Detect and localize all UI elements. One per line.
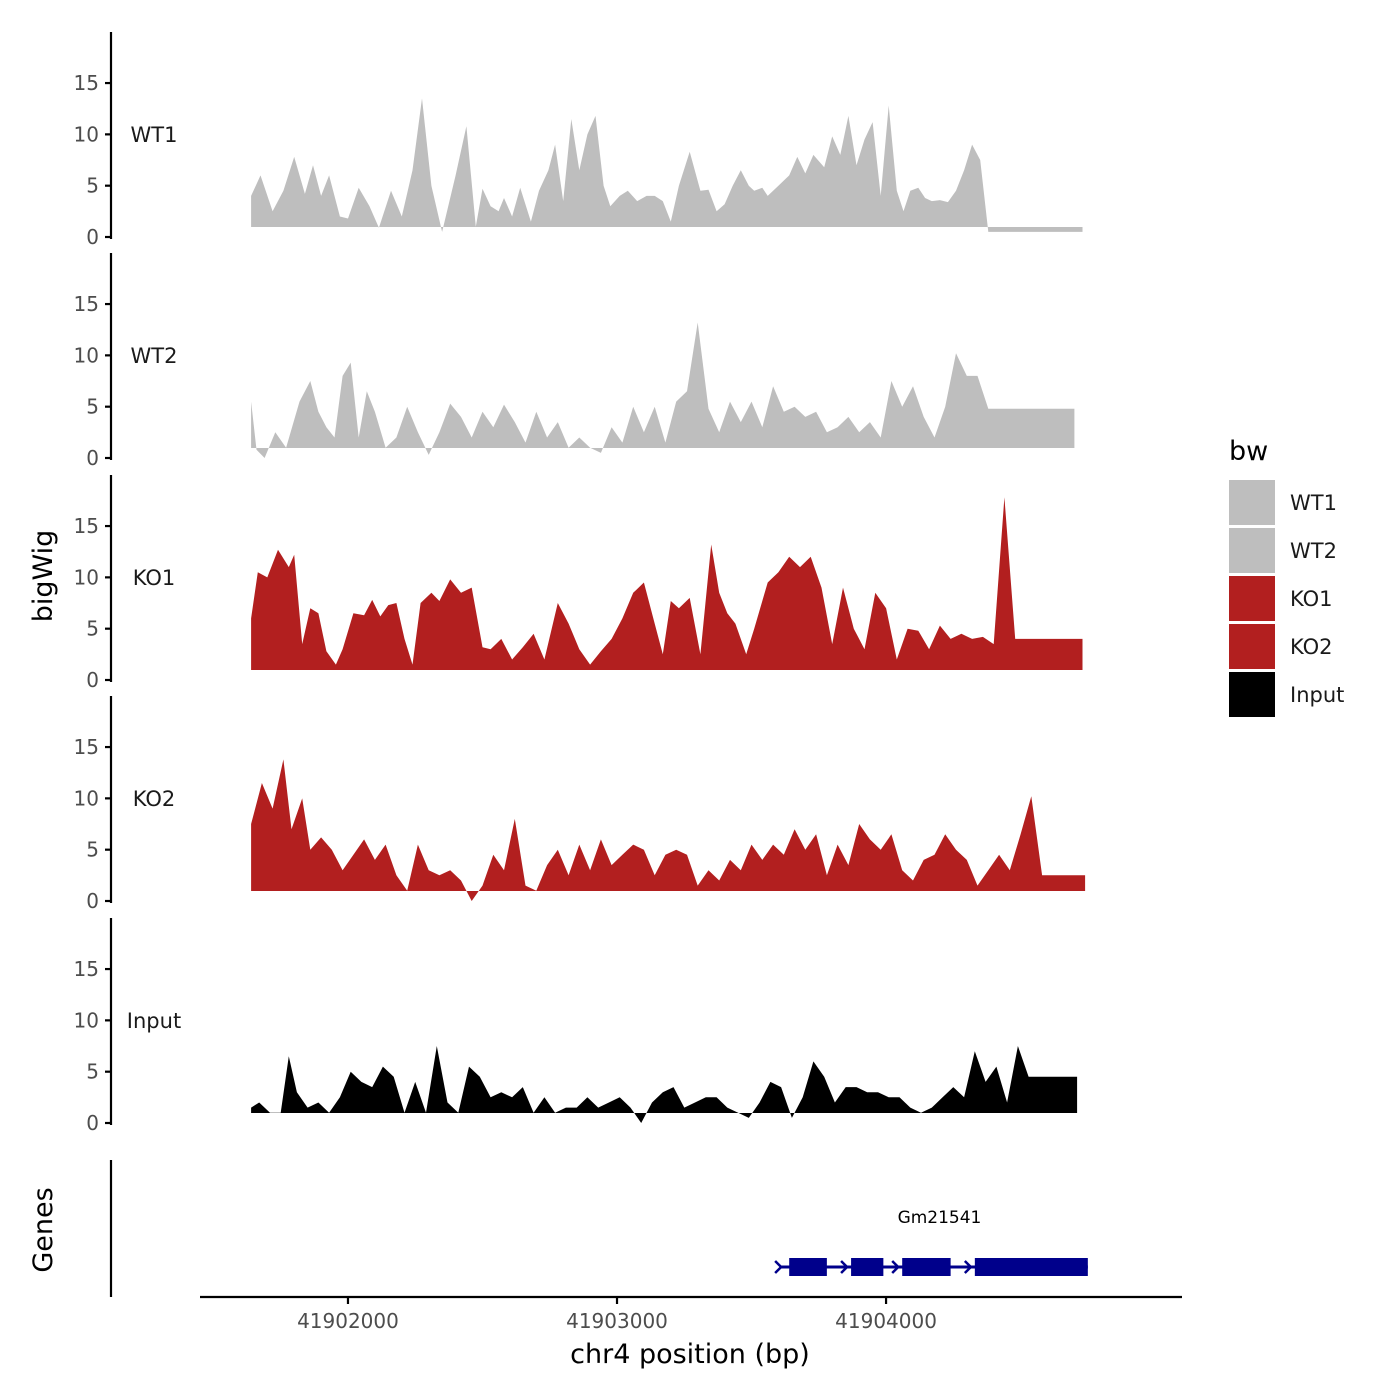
track-area-input xyxy=(251,1046,1078,1123)
y-tick-label: 5 xyxy=(86,174,99,198)
y-tick-label: 15 xyxy=(74,514,99,538)
track-area-wt2 xyxy=(251,322,1075,458)
x-tick-label: 41902000 xyxy=(297,1309,399,1333)
y-tick-label: 10 xyxy=(74,343,99,367)
track-label: WT1 xyxy=(131,123,178,147)
legend-label: WT2 xyxy=(1290,539,1337,563)
y-tick-label: 5 xyxy=(86,617,99,641)
strand-arrow-icon xyxy=(963,1260,973,1274)
track-area-ko1 xyxy=(251,497,1083,670)
legend-key-ko2 xyxy=(1229,624,1275,669)
y-tick-label: 15 xyxy=(74,71,99,95)
genes-axis-title: Genes xyxy=(28,1187,59,1272)
y-tick-label: 10 xyxy=(74,1008,99,1032)
track-label: Input xyxy=(127,1009,181,1033)
legend-key-ko1 xyxy=(1229,576,1275,621)
track-area-wt1 xyxy=(251,98,1083,232)
gene-exon xyxy=(789,1258,827,1276)
y-tick-label: 0 xyxy=(86,889,99,913)
legend-label: KO2 xyxy=(1290,635,1333,659)
gene-exon xyxy=(902,1258,951,1276)
y-tick-label: 10 xyxy=(74,786,99,810)
x-axis: 41902000 41903000 41904000 xyxy=(200,1295,1182,1333)
track-label: KO1 xyxy=(133,566,176,590)
y-tick-label: 5 xyxy=(86,838,99,862)
gene-gm21541: Gm21541 xyxy=(774,1208,1088,1276)
y-tick-label: 5 xyxy=(86,1060,99,1084)
track-ko2: 0 5 10 15 KO2 xyxy=(74,696,1086,913)
track-input: 0 5 10 15 Input xyxy=(74,918,1078,1135)
y-tick-label: 10 xyxy=(74,565,99,589)
gene-exon xyxy=(974,1258,1088,1276)
y-tick-label: 15 xyxy=(74,292,99,316)
legend-label: Input xyxy=(1290,683,1344,707)
y-tick-label: 10 xyxy=(74,122,99,146)
track-wt1: 0 5 10 15 WT1 xyxy=(74,32,1083,249)
x-tick-label: 41904000 xyxy=(835,1309,937,1333)
track-wt2: 0 5 10 15 WT2 xyxy=(74,253,1075,470)
y-tick-label: 15 xyxy=(74,735,99,759)
gene-exon xyxy=(851,1258,884,1276)
track-label: KO2 xyxy=(133,787,176,811)
legend-key-input xyxy=(1229,672,1275,717)
legend-label: KO1 xyxy=(1290,587,1333,611)
gene-label: Gm21541 xyxy=(898,1208,982,1228)
legend: bw WT1 WT2 KO1 KO2 Input xyxy=(1229,436,1344,717)
track-label: WT2 xyxy=(131,344,178,368)
y-tick-label: 5 xyxy=(86,395,99,419)
legend-label: WT1 xyxy=(1290,491,1337,515)
strand-arrow-icon xyxy=(774,1260,783,1274)
track-area-ko2 xyxy=(251,759,1086,901)
legend-key-wt1 xyxy=(1229,480,1275,525)
legend-key-wt2 xyxy=(1229,528,1275,573)
y-tick-label: 15 xyxy=(74,957,99,981)
legend-title: bw xyxy=(1229,436,1268,467)
x-tick-label: 41903000 xyxy=(566,1309,668,1333)
strand-arrow-icon xyxy=(891,1260,900,1274)
x-axis-title: chr4 position (bp) xyxy=(570,1339,810,1370)
genes-panel: Gm21541 xyxy=(109,1160,1088,1297)
y-axis-title: bigWig xyxy=(28,530,59,623)
y-tick-label: 0 xyxy=(86,225,99,249)
bigwig-tracks: 0 5 10 15 WT1 0 5 10 15 WT2 0 5 10 15 KO1 0 5 10 15 KO2 0 5 10… xyxy=(74,32,1086,1135)
y-tick-label: 0 xyxy=(86,446,99,470)
strand-arrow-icon xyxy=(840,1260,849,1274)
y-tick-label: 0 xyxy=(86,1111,99,1135)
y-tick-label: 0 xyxy=(86,668,99,692)
track-ko1: 0 5 10 15 KO1 xyxy=(74,475,1083,692)
